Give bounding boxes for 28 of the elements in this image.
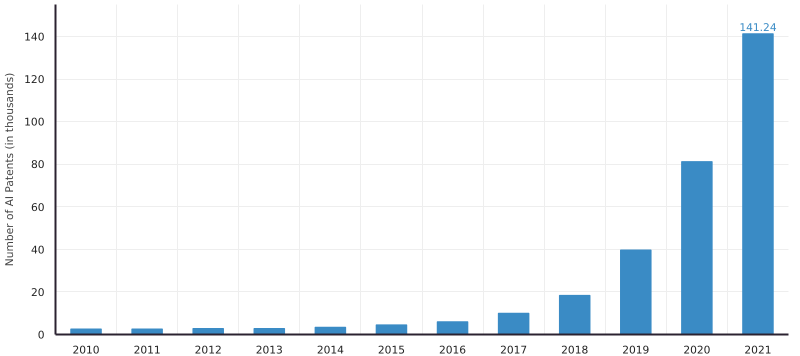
y-tick-label: 140: [24, 30, 45, 44]
x-tick-label: 2021: [744, 344, 772, 356]
data-label: 141.24: [739, 20, 777, 34]
x-tick-label: 2018: [561, 344, 588, 356]
x-tick-label: 2020: [683, 344, 711, 356]
x-tick-label: 2013: [256, 344, 283, 356]
bar: [742, 33, 774, 334]
y-axis-title: Number of AI Patents (in thousands): [3, 72, 16, 266]
y-tick-label: 40: [30, 243, 45, 256]
x-tick-label: 2010: [72, 344, 100, 356]
bar: [681, 161, 713, 334]
y-tick-label: 60: [30, 200, 45, 214]
x-tick-label: 2012: [194, 344, 222, 356]
bar: [498, 312, 530, 334]
bar: [620, 249, 652, 334]
bar: [436, 321, 468, 334]
x-tick-label: 2019: [622, 344, 650, 356]
y-tick-label: 120: [24, 73, 45, 86]
y-tick-label: 0: [38, 328, 45, 342]
y-tick-label: 80: [30, 158, 45, 172]
x-tick-label: 2011: [134, 344, 161, 356]
x-tick-label: 2015: [378, 344, 406, 356]
x-tick-label: 2014: [316, 344, 344, 356]
y-tick-label: 20: [30, 286, 45, 299]
bar: [558, 294, 590, 334]
x-tick-label: 2017: [500, 344, 528, 356]
x-tick-label: 2016: [438, 344, 466, 356]
y-tick-label: 100: [24, 116, 45, 129]
